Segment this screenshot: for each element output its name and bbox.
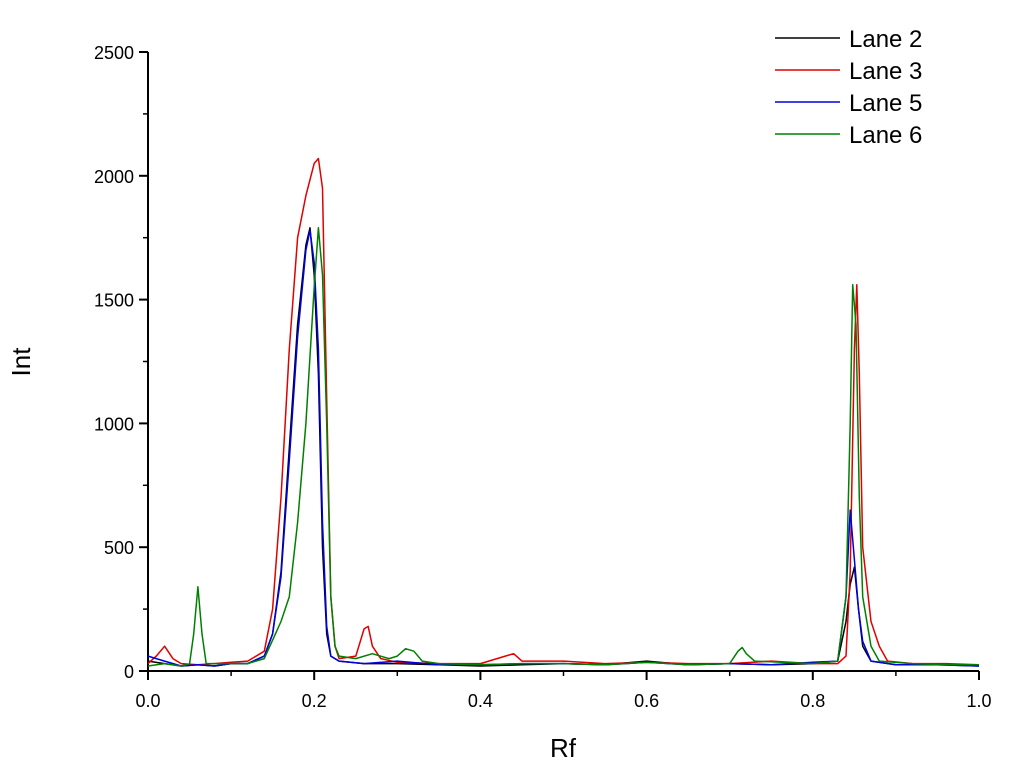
x-tick-label: 1.0 — [966, 691, 991, 711]
y-tick-label: 0 — [124, 662, 134, 682]
x-tick-label: 0.8 — [800, 691, 825, 711]
y-tick-label: 1500 — [94, 291, 134, 311]
series-line-lane-3 — [147, 157, 980, 666]
x-tick-label: 0.2 — [302, 691, 327, 711]
legend-label: Lane 5 — [849, 90, 922, 117]
series-line-lane-6 — [147, 227, 979, 667]
series-lines — [147, 157, 980, 667]
y-tick-label: 500 — [104, 538, 134, 558]
x-tick-label: 0.4 — [468, 691, 493, 711]
legend-label: Lane 3 — [849, 58, 922, 85]
legend-label: Lane 2 — [849, 26, 922, 53]
x-tick-label: 0.6 — [634, 691, 659, 711]
y-tick-label: 2500 — [94, 43, 134, 63]
ticks — [139, 51, 980, 680]
x-tick-label: 0.0 — [135, 691, 160, 711]
series-line-lane-5 — [147, 229, 980, 667]
y-tick-label: 1000 — [94, 414, 134, 434]
legend-label: Lane 6 — [849, 122, 922, 149]
x-axis-label: Rf — [550, 733, 577, 763]
y-tick-label: 2000 — [94, 167, 134, 187]
tick-labels: 0.0 0.2 0.4 0.6 0.8 1.0 0 500 1000 1500 2000 2500 — [94, 43, 992, 711]
y-axis-label: Int — [6, 347, 36, 377]
legend: Lane 2 Lane 3 Lane 5 Lane 6 — [775, 26, 922, 149]
